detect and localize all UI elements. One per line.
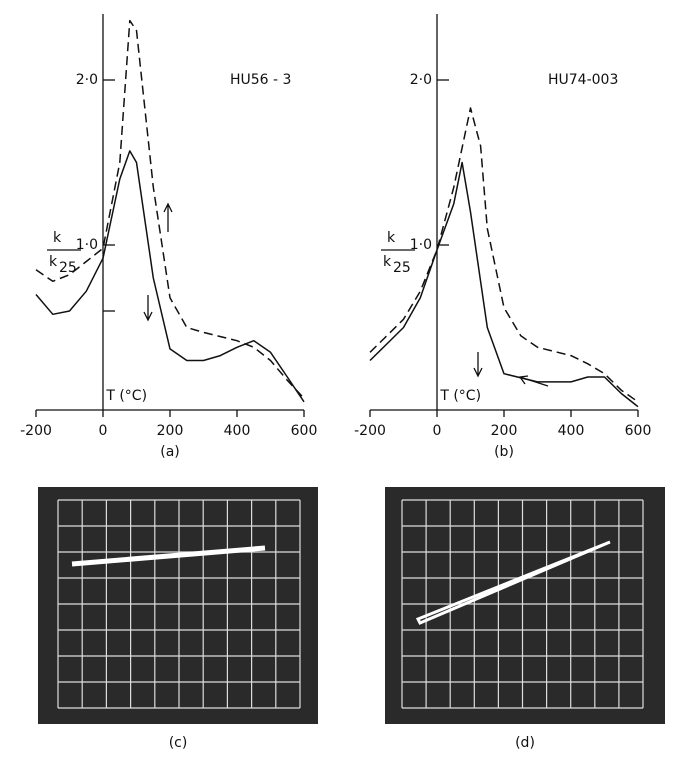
curve [369, 161, 639, 408]
y-tick-label: 2·0 [76, 72, 98, 88]
curve [35, 150, 305, 403]
caption: (b) [494, 444, 514, 460]
x-tick-label: 600 [625, 423, 652, 439]
y-tick-label: 1·0 [410, 237, 432, 253]
oscilloscope-d: (d) [385, 487, 665, 751]
y-label-numerator: k [387, 230, 396, 246]
curve [35, 19, 305, 399]
y-label-numerator: k [53, 230, 62, 246]
annotation: HU56 - 3 [230, 72, 291, 88]
curve [369, 107, 639, 403]
x-tick-label: 400 [224, 423, 251, 439]
oscilloscope-c: (c) [38, 487, 318, 751]
y-tick-label: 2·0 [410, 72, 432, 88]
y-label-subscript: 25 [393, 260, 411, 276]
panel-caption: (d) [515, 735, 535, 751]
x-tick-label: -200 [20, 423, 52, 439]
x-tick-label: 0 [433, 423, 442, 439]
y-label-denominator: k [49, 254, 58, 270]
x-tick-label: 200 [157, 423, 184, 439]
x-tick-label: 400 [558, 423, 585, 439]
y-label-subscript: 25 [59, 260, 77, 276]
x-tick-label: 600 [291, 423, 318, 439]
x-tick-label: -200 [354, 423, 386, 439]
y-label-denominator: k [383, 254, 392, 270]
y-tick-label: 1·0 [76, 237, 98, 253]
x-tick-label: 0 [99, 423, 108, 439]
x-axis-label: T (°C) [439, 388, 481, 404]
x-tick-label: 200 [491, 423, 518, 439]
x-axis-label: T (°C) [105, 388, 147, 404]
caption: (a) [160, 444, 180, 460]
annotation: HU74-003 [548, 72, 618, 88]
panel-caption: (c) [169, 735, 188, 751]
